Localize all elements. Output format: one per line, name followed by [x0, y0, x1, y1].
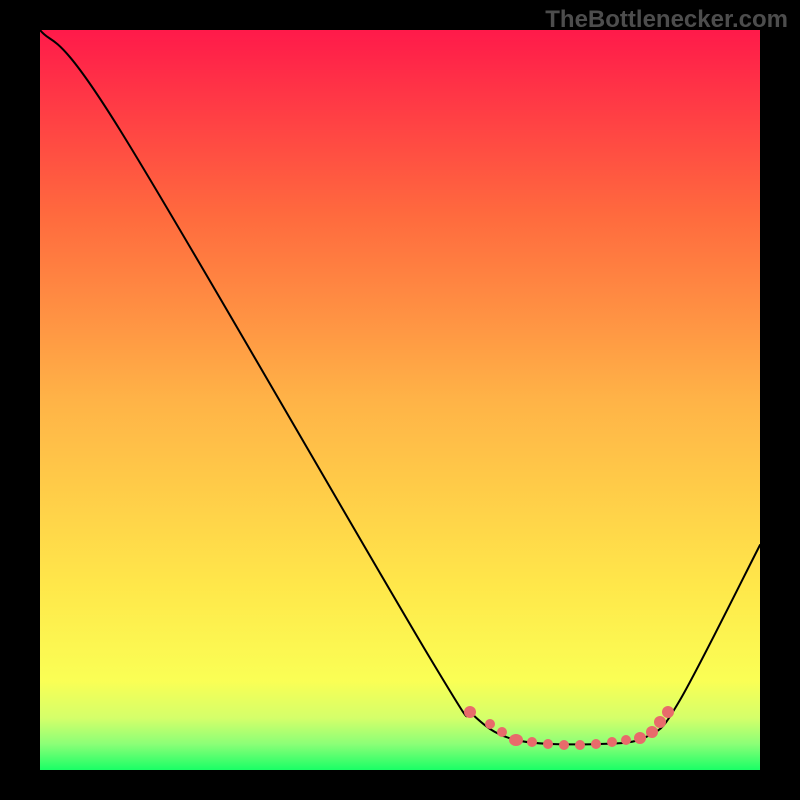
chart-canvas	[0, 0, 800, 800]
watermark-text: TheBottlenecker.com	[545, 6, 788, 34]
chart-container: TheBottlenecker.com	[0, 0, 800, 800]
